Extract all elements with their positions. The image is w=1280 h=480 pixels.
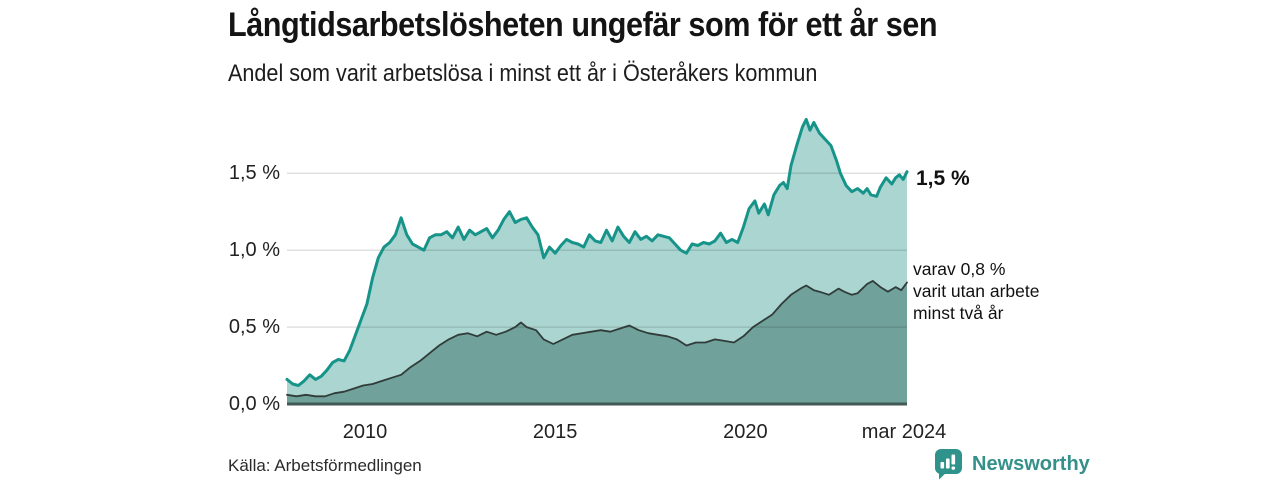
- x-axis-tick-label: 2020: [723, 421, 768, 443]
- secondary-series-annotation: varav 0,8 % varit utan arbete minst två …: [913, 259, 1040, 323]
- newsworthy-brand: Newsworthy: [934, 448, 1090, 480]
- x-axis-tick-label: 2010: [342, 421, 388, 443]
- source-credit: Källa: Arbetsförmedlingen: [228, 456, 422, 475]
- logo-tail: [939, 471, 948, 480]
- y-axis-tick-label: 1,5 %: [228, 162, 280, 185]
- newsworthy-brand-text: Newsworthy: [972, 453, 1090, 475]
- latest-value-label: 1,5 %: [916, 167, 970, 190]
- x-axis-tick-label: mar 2024: [861, 421, 947, 443]
- y-axis-tick-label: 1,0 %: [228, 239, 280, 262]
- chart-subtitle: Andel som varit arbetslösa i minst ett å…: [228, 60, 818, 87]
- series-line: [285, 117, 909, 387]
- newsworthy-logo-icon: [934, 448, 964, 480]
- x-axis-tick-label: 2015: [532, 421, 578, 443]
- page-title: Långtidsarbetslösheten ungefär som för e…: [228, 6, 938, 44]
- area-fill: [287, 280, 907, 404]
- y-axis-tick-label: 0,5 %: [228, 316, 280, 339]
- y-axis-tick-label: 0,0 %: [228, 393, 280, 415]
- series-line: [286, 280, 908, 398]
